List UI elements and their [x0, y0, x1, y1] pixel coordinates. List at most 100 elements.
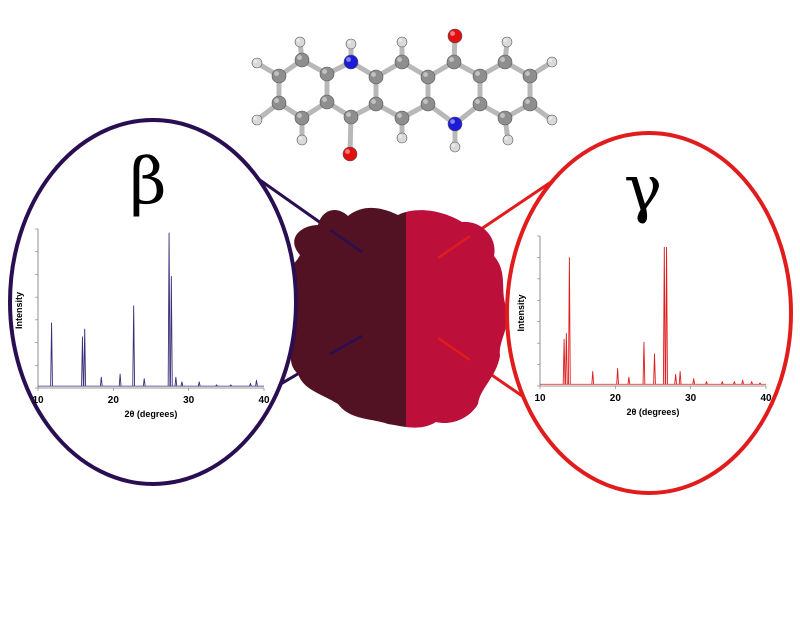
diffraction-peak — [565, 332, 568, 385]
atom-highlight — [398, 134, 402, 138]
atom-c — [446, 54, 462, 70]
atom-c — [522, 68, 538, 84]
atom-o — [342, 146, 358, 162]
atom-c — [497, 110, 513, 126]
atom-highlight — [296, 38, 300, 42]
quinacridone-molecule-model — [251, 28, 558, 162]
atom-h — [546, 56, 558, 68]
atom-c — [271, 68, 287, 84]
atom-highlight — [253, 59, 257, 63]
diffraction-peak — [169, 275, 173, 387]
diffraction-peak — [197, 381, 201, 387]
x-tick-label: 20 — [610, 393, 622, 404]
atom-highlight — [274, 98, 279, 104]
diffraction-peak — [180, 381, 184, 387]
diffraction-peak — [50, 322, 53, 387]
diffraction-peak — [692, 378, 696, 385]
atom-highlight — [274, 71, 279, 77]
atom-highlight — [450, 119, 455, 125]
atom-c — [294, 52, 310, 68]
diffraction-peak — [142, 378, 146, 387]
x-tick-label: 10 — [534, 393, 546, 404]
atom-c — [420, 69, 436, 85]
atom-o — [447, 28, 463, 44]
atom-highlight — [347, 40, 351, 44]
diffraction-peak — [758, 382, 762, 385]
x-tick-label: 30 — [685, 393, 697, 404]
atom-highlight — [475, 99, 480, 105]
atom-highlight — [297, 113, 302, 119]
gamma-ellipse — [505, 131, 793, 495]
x-tick-label: 40 — [258, 395, 270, 406]
x-tick-label: 20 — [108, 395, 120, 406]
atom-h — [546, 114, 558, 126]
atom-highlight — [449, 57, 454, 62]
atom-highlight — [298, 136, 302, 140]
atom-highlight — [322, 69, 327, 75]
diffraction-peak — [249, 382, 252, 387]
atom-highlight — [322, 97, 327, 103]
diffraction-peak — [705, 381, 708, 385]
x-axis-label: 2θ (degrees) — [125, 409, 178, 419]
atom-h — [296, 134, 308, 146]
atom-c — [394, 54, 410, 70]
diffraction-peak — [741, 379, 744, 385]
diffraction-peak — [132, 305, 136, 387]
atom-highlight — [345, 149, 350, 154]
sample-connector-ends — [329, 228, 471, 362]
atom-c — [522, 96, 538, 112]
diffraction-peak — [665, 246, 668, 385]
atom-highlight — [548, 116, 552, 120]
atom-highlight — [548, 58, 552, 62]
atom-highlight — [451, 143, 455, 147]
atom-h — [502, 134, 514, 146]
atom-h — [345, 38, 357, 50]
atom-h — [251, 114, 263, 126]
atom-highlight — [423, 72, 428, 78]
atom-highlight — [297, 55, 302, 60]
diffraction-peak — [81, 336, 84, 387]
atom-highlight — [397, 113, 402, 119]
atom-highlight — [525, 71, 530, 77]
beta-symbol: β — [130, 145, 167, 219]
atom-c — [394, 110, 410, 126]
y-axis-label: Intensity — [516, 294, 526, 331]
atom-highlight — [371, 72, 376, 78]
atom-highlight — [398, 38, 402, 42]
diffraction-peak — [750, 381, 754, 385]
atom-c — [294, 110, 310, 126]
diffraction-peak — [720, 381, 724, 385]
diffraction-peak — [215, 384, 218, 387]
atom-highlight — [450, 31, 455, 36]
atom-c — [368, 96, 384, 112]
atom-highlight — [397, 57, 402, 62]
x-tick-label: 40 — [760, 393, 772, 404]
diffraction-peak — [99, 376, 103, 387]
diffraction-peak — [591, 370, 595, 385]
diffraction-peak — [653, 353, 656, 385]
y-axis-label: Intensity — [14, 292, 24, 329]
powder-sample-photo — [285, 207, 508, 428]
diffraction-peak — [83, 328, 87, 387]
atom-highlight — [475, 71, 480, 77]
diffraction-peak — [616, 368, 619, 385]
atom-h — [251, 57, 263, 69]
diffraction-peak — [662, 246, 666, 385]
diffraction-peak — [568, 257, 571, 385]
atom-h — [501, 36, 513, 48]
atom-c — [472, 96, 488, 112]
atom-h — [396, 132, 408, 144]
atom-highlight — [503, 38, 507, 42]
atom-n — [447, 116, 463, 132]
beta-ellipse — [8, 118, 298, 486]
diffraction-peak — [229, 384, 233, 387]
diffraction-peak — [174, 376, 178, 387]
diffraction-peak — [118, 373, 122, 387]
atom-highlight — [525, 99, 530, 105]
gamma-xrd-chart: 10 20 30 40 2θ (degrees) Intensity — [516, 235, 772, 417]
atom-h — [396, 36, 408, 48]
atom-n — [343, 54, 359, 70]
diffraction-peak — [678, 370, 682, 385]
x-axis-label: 2θ (degrees) — [627, 407, 680, 417]
